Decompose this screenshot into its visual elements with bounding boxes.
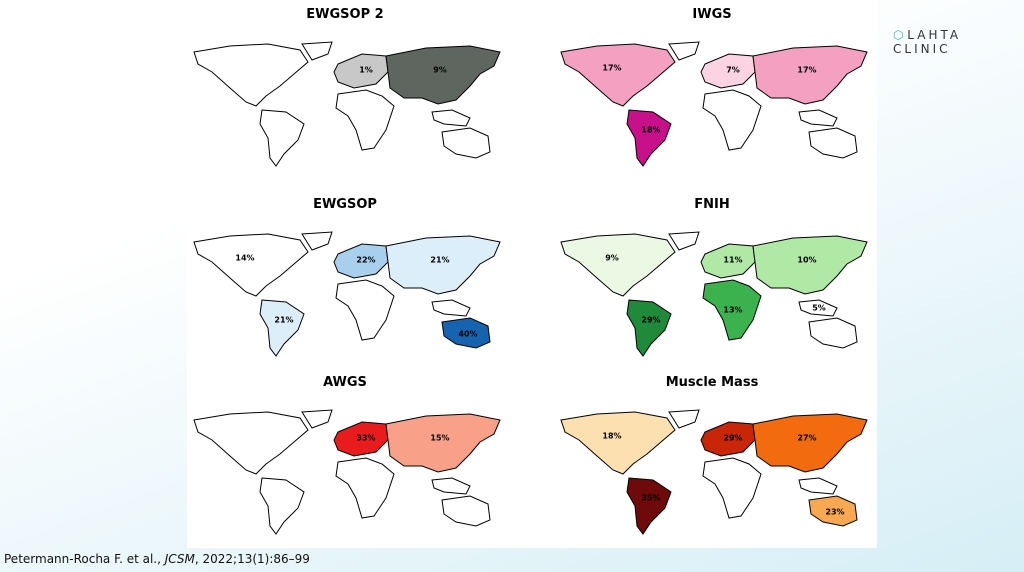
region — [560, 43, 676, 107]
region-label: 33% — [356, 434, 375, 443]
region — [702, 89, 762, 151]
region — [798, 299, 838, 317]
region — [700, 53, 756, 89]
region-label: 9% — [433, 66, 447, 75]
region — [560, 233, 676, 297]
region-label: 13% — [723, 306, 742, 315]
citation-authors: Petermann-Rocha F. et al., — [4, 552, 165, 566]
map-title: EWGSOP 2 — [306, 7, 383, 22]
region — [301, 409, 333, 429]
map-title: AWGS — [323, 375, 367, 390]
region — [700, 243, 756, 279]
region — [259, 109, 305, 167]
region-label: 18% — [641, 126, 660, 135]
region — [385, 45, 501, 105]
region — [808, 495, 858, 527]
region-label: 5% — [812, 304, 826, 313]
map-title: FNIH — [694, 197, 729, 212]
region — [441, 317, 491, 349]
region — [798, 477, 838, 495]
region — [668, 409, 700, 429]
region — [700, 421, 756, 457]
region — [668, 231, 700, 251]
region — [301, 231, 333, 251]
region — [626, 109, 672, 167]
region — [193, 411, 309, 475]
region-label: 29% — [723, 434, 742, 443]
world-map: 18% 29% 27% 35% 23% — [560, 409, 868, 535]
region — [702, 279, 762, 341]
region — [752, 413, 868, 473]
world-map: 33% 15% — [193, 409, 501, 535]
citation-details: , 2022;13(1):86–99 — [194, 552, 310, 566]
region — [333, 243, 389, 279]
region-label: 15% — [430, 434, 449, 443]
region-label: 35% — [641, 494, 660, 503]
region-label: 22% — [356, 256, 375, 265]
region-label: 9% — [605, 254, 619, 263]
logo-text: LAHTA CLINIC — [893, 28, 962, 56]
citation-journal: JCSM — [164, 552, 195, 566]
region-label: 23% — [825, 508, 844, 517]
region — [431, 109, 471, 127]
world-map: 14% 22% 21% 21% 40% — [193, 231, 501, 357]
region — [259, 299, 305, 357]
region — [259, 477, 305, 535]
region — [702, 457, 762, 519]
region-label: 1% — [359, 66, 373, 75]
region-label: 40% — [458, 330, 477, 339]
region — [333, 421, 389, 457]
region — [385, 413, 501, 473]
region-label: 27% — [797, 434, 816, 443]
region — [798, 109, 838, 127]
region — [333, 53, 389, 89]
region-label: 17% — [797, 66, 816, 75]
world-map: 17% 7% 17% 18% — [560, 41, 868, 167]
region-label: 21% — [274, 316, 293, 325]
region-label: 7% — [726, 66, 740, 75]
region-label: 18% — [602, 432, 621, 441]
map-title: IWGS — [692, 7, 731, 22]
region — [752, 235, 868, 295]
map-title: Muscle Mass — [666, 375, 759, 390]
region — [335, 279, 395, 341]
region — [441, 495, 491, 527]
region-label: 10% — [797, 256, 816, 265]
region — [193, 233, 309, 297]
region — [385, 235, 501, 295]
region-label: 21% — [430, 256, 449, 265]
region — [808, 127, 858, 159]
citation: Petermann-Rocha F. et al., JCSM, 2022;13… — [4, 552, 310, 566]
region — [301, 41, 333, 61]
region — [752, 45, 868, 105]
region — [668, 41, 700, 61]
region — [431, 477, 471, 495]
region — [808, 317, 858, 349]
maps: EWGSOP 2 1% 9% IWGS 17% 7% 17% 18% EWGSOP 14% 22% 2… — [193, 7, 868, 535]
region — [193, 43, 309, 107]
region-label: 29% — [641, 316, 660, 325]
map-title: EWGSOP — [313, 197, 377, 212]
region-label: 11% — [723, 256, 742, 265]
region — [626, 299, 672, 357]
world-map: 1% 9% — [193, 41, 501, 167]
region-label: 14% — [235, 254, 254, 263]
logo: ⬡ LAHTA CLINIC — [893, 28, 962, 56]
region — [560, 411, 676, 475]
region — [431, 299, 471, 317]
world-map: 9% 11% 10% 29% 13% 5% — [560, 231, 868, 357]
region — [441, 127, 491, 159]
region — [626, 477, 672, 535]
region — [335, 89, 395, 151]
region — [335, 457, 395, 519]
region-label: 17% — [602, 64, 621, 73]
